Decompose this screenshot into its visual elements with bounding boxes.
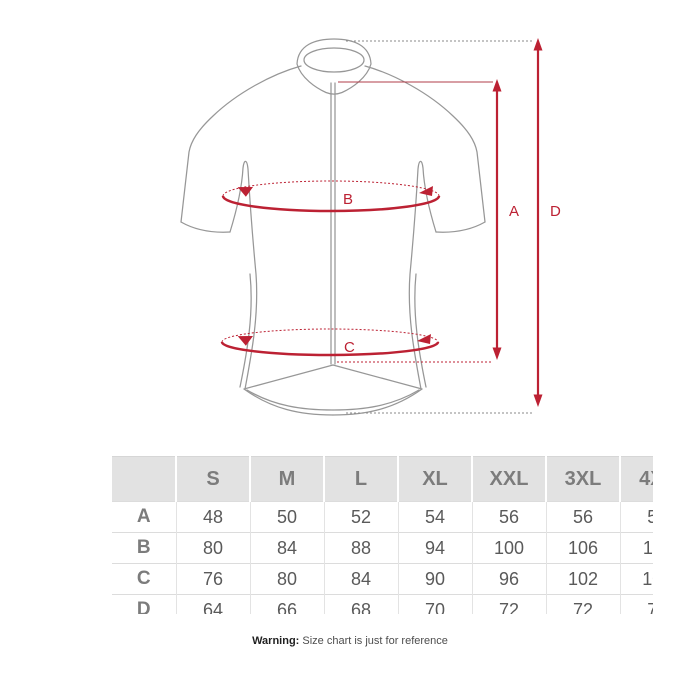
arrow-down-icon	[533, 394, 543, 407]
waist-ellipse-c	[220, 328, 440, 357]
size-cell: 70	[397, 594, 472, 614]
label-c: C	[344, 339, 355, 356]
size-table: S M L XL XXL 3XL 4XL A 48 50 52 54 56	[112, 456, 653, 614]
chest-ellipse-front	[221, 195, 441, 213]
size-cell: 88	[323, 532, 398, 564]
size-table-grid: S M L XL XXL 3XL 4XL A 48 50 52 54 56	[112, 456, 653, 614]
size-cell: 80	[175, 532, 250, 564]
size-cell: 102	[545, 563, 620, 595]
jersey-measurement-diagram: B C A D	[180, 38, 561, 416]
size-cell: 54	[397, 501, 472, 533]
size-cell: 72	[471, 594, 546, 614]
size-cell: 66	[249, 594, 324, 614]
waist-ellipse-back	[221, 328, 439, 343]
size-cell: 90	[397, 563, 472, 595]
size-cell: 58	[619, 501, 653, 533]
measure-row-label: B	[136, 537, 151, 558]
collar	[296, 38, 372, 95]
arrow-down-icon	[492, 347, 502, 360]
arrow-up-icon	[533, 38, 543, 51]
measure-arrow-d	[533, 38, 543, 407]
size-cell: 56	[545, 501, 620, 533]
corner-cell	[112, 456, 176, 502]
label-d: D	[550, 203, 561, 220]
measure-arrow-a	[492, 79, 502, 360]
size-cell: 96	[471, 563, 546, 595]
table-row-b: B 80 84 88 94 100 106 112	[112, 532, 653, 564]
waist-arrow-right-icon	[417, 334, 431, 344]
size-column-header: 3XL	[545, 456, 620, 502]
warning-note: Warning: Size chart is just for referenc…	[0, 635, 700, 647]
chest-ellipse-b	[221, 180, 441, 213]
size-table-header-row: S M L XL XXL 3XL 4XL	[112, 456, 653, 502]
chest-arrow-left-icon	[237, 187, 253, 197]
size-cell: 112	[619, 532, 653, 564]
size-cell: 56	[471, 501, 546, 533]
table-row-c: C 76 80 84 90 96 102 108	[112, 563, 653, 595]
size-column-header: 4XL	[619, 456, 653, 502]
jersey-right-half	[332, 65, 486, 416]
size-cell: 100	[471, 532, 546, 564]
chest-arrow-right-icon	[419, 186, 433, 196]
size-cell: 50	[249, 501, 324, 533]
size-cell: 84	[249, 532, 324, 564]
size-cell: 48	[175, 501, 250, 533]
size-cell: 72	[545, 594, 620, 614]
arrow-up-icon	[492, 79, 502, 92]
size-cell: 94	[397, 532, 472, 564]
size-cell: 52	[323, 501, 398, 533]
warning-text: Size chart is just for reference	[302, 635, 448, 647]
size-cell: 68	[323, 594, 398, 614]
size-cell: 106	[545, 532, 620, 564]
size-cell: 84	[323, 563, 398, 595]
measure-letters: B C A D	[343, 191, 561, 356]
measure-row-label: A	[136, 506, 151, 527]
size-column-header: XL	[397, 456, 472, 502]
waist-ellipse-front	[220, 341, 440, 357]
size-column-header: M	[249, 456, 324, 502]
label-a: A	[509, 203, 519, 220]
size-cell: 76	[175, 563, 250, 595]
table-row-d: D 64 66 68 70 72 72 74	[112, 594, 653, 614]
measure-row-label: D	[136, 599, 151, 614]
jersey-outline	[180, 38, 486, 416]
label-b: B	[343, 191, 353, 208]
zipper-line	[330, 82, 336, 365]
waist-arrow-left-icon	[237, 336, 253, 346]
size-cell: 64	[175, 594, 250, 614]
leader-lines	[337, 40, 534, 414]
warning-label: Warning:	[252, 635, 300, 647]
size-column-header: L	[323, 456, 398, 502]
jersey-left-half	[180, 65, 334, 416]
table-row-a: A 48 50 52 54 56 56 58	[112, 501, 653, 533]
size-column-header: XXL	[471, 456, 546, 502]
size-column-header: S	[175, 456, 250, 502]
size-cell: 108	[619, 563, 653, 595]
measure-row-label: C	[136, 568, 151, 589]
size-cell: 74	[619, 594, 653, 614]
size-cell: 80	[249, 563, 324, 595]
